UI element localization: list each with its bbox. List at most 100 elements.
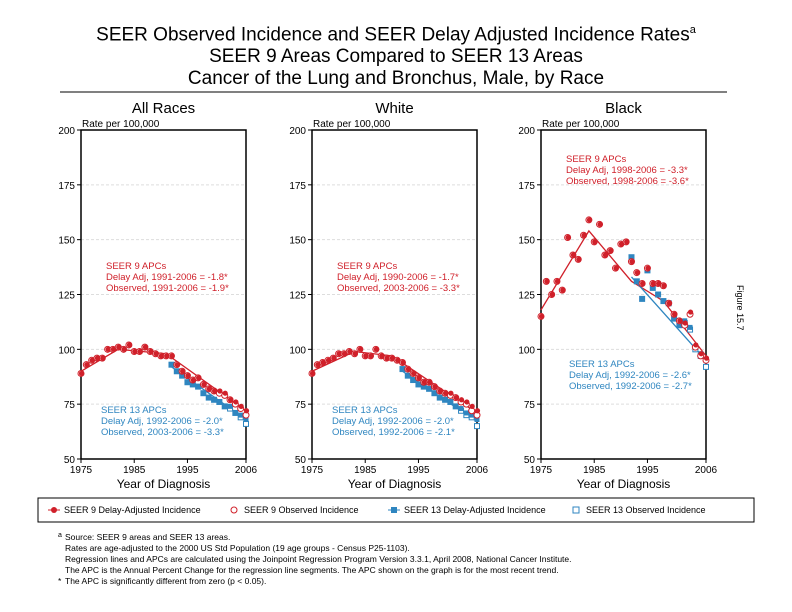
footnote-4: The APC is the Annual Percent Change for… (65, 565, 559, 575)
seer9-delay-point (185, 373, 191, 379)
seer9-delay-point (243, 408, 250, 414)
seer13-delay-point (447, 399, 453, 405)
seer9-delay-point (426, 379, 433, 385)
seer9-delay-point (389, 355, 395, 361)
y-tick-label: 175 (518, 181, 535, 192)
seer9-delay-point (592, 239, 598, 245)
seer9-delay-point (570, 252, 577, 258)
seer9-delay-point (560, 287, 566, 293)
legend-marker (391, 507, 397, 513)
seer9-delay-point (180, 368, 186, 374)
y-axis-label: Rate per 100,000 (313, 119, 391, 130)
seer13-delay-point (195, 384, 201, 390)
seer13-delay-point (634, 278, 640, 284)
seer9-delay-point (586, 217, 593, 223)
seer13-observed-point (474, 423, 480, 430)
seer9-delay-point (233, 399, 239, 405)
seer13-delay-point (458, 406, 464, 412)
seer13-observed-point (243, 420, 249, 427)
seer9-apc-heading: SEER 9 APCs (106, 261, 166, 272)
seer9-delay-point (618, 241, 624, 247)
seer13-delay-point (222, 403, 228, 409)
seer9-delay-point (227, 397, 234, 403)
seer9-delay-point (217, 388, 223, 394)
seer9-delay-point (416, 375, 422, 381)
seer9-delay-point (645, 265, 651, 271)
seer13-delay-point (421, 384, 427, 390)
y-axis-label: Rate per 100,000 (542, 119, 620, 130)
seer13-delay-point (211, 397, 217, 403)
seer9-delay-point (437, 388, 443, 394)
seer9-delay-point (608, 248, 614, 254)
seer13-apc-observed: Observed, 2003-2006 = -3.3* (101, 427, 224, 438)
seer13-delay-point (168, 362, 174, 368)
seer9-delay-point (405, 366, 411, 372)
seer9-delay-point (158, 353, 164, 359)
y-tick-label: 125 (289, 291, 306, 302)
x-tick-label: 1985 (354, 465, 377, 476)
x-tick-label: 1985 (583, 465, 606, 476)
y-tick-label: 50 (295, 455, 307, 466)
seer13-delay-point (437, 395, 443, 401)
seer9-delay-point (169, 353, 175, 359)
seer9-delay-point (153, 351, 159, 357)
seer13-delay-point (238, 412, 244, 418)
seer13-apc-delay: Delay Adj, 1992-2006 = -2.0* (332, 416, 454, 427)
seer13-delay-point (660, 298, 666, 304)
seer9-delay-point (238, 403, 244, 409)
plot-frame (80, 129, 247, 460)
seer9-delay-point (458, 397, 465, 403)
seer13-delay-point (243, 417, 249, 423)
seer9-delay-point (565, 234, 571, 241)
seer9-delay-point (137, 348, 143, 355)
seer9-delay-point (195, 375, 202, 381)
panel-title: Black (605, 100, 642, 117)
seer13-delay-point (190, 381, 196, 387)
seer13-delay-point (469, 412, 475, 418)
legend-marker (230, 506, 238, 514)
seer9-delay-point (687, 309, 694, 315)
seer9-delay-point (352, 351, 358, 357)
y-axis-label: Rate per 100,000 (82, 119, 160, 130)
seer9-delay-point (474, 408, 481, 414)
plot-frame (311, 129, 478, 460)
seer9-delay-point (325, 357, 332, 363)
seer9-delay-point (581, 232, 587, 238)
title-line-2: SEER 9 Areas Compared to SEER 13 Areas (209, 46, 583, 67)
seer9-delay-point (331, 355, 337, 361)
seer9-delay-point (89, 357, 95, 363)
legend-marker (51, 507, 57, 513)
y-tick-label: 50 (64, 455, 76, 466)
x-tick-label: 2006 (695, 465, 718, 476)
seer9-delay-point (666, 300, 672, 306)
footnote-2: Rates are age-adjusted to the 2000 US St… (65, 543, 410, 553)
seer13-delay-point (639, 296, 645, 302)
y-tick-label: 75 (295, 400, 307, 411)
legend-label: SEER 9 Observed Incidence (244, 505, 359, 515)
seer9-delay-point (464, 399, 470, 405)
legend-label: SEER 13 Observed Incidence (586, 505, 706, 515)
seer9-apc-heading: SEER 9 APCs (337, 261, 397, 272)
y-tick-label: 200 (289, 126, 306, 137)
seer9-delay-point (602, 252, 608, 258)
seer9-delay-point (110, 346, 117, 352)
y-tick-label: 150 (518, 236, 535, 247)
seer13-delay-point (676, 322, 682, 328)
seer9-delay-point (190, 377, 196, 383)
seer9-delay-point (395, 357, 401, 363)
seer9-delay-point (320, 359, 326, 366)
y-tick-label: 50 (524, 455, 536, 466)
legend-marker (572, 506, 580, 514)
seer13-delay-point (426, 386, 432, 392)
y-tick-label: 75 (524, 400, 536, 411)
panel-title: All Races (132, 100, 195, 117)
x-tick-label: 1995 (407, 465, 430, 476)
legend-label: SEER 9 Delay-Adjusted Incidence (64, 505, 201, 515)
seer13-delay-point (405, 373, 411, 379)
seer9-delay-point (549, 291, 555, 298)
seer13-delay-point (442, 397, 448, 403)
seer9-delay-point (347, 348, 353, 355)
seer9-delay-point (640, 280, 646, 287)
seer9-delay-point (554, 278, 561, 284)
